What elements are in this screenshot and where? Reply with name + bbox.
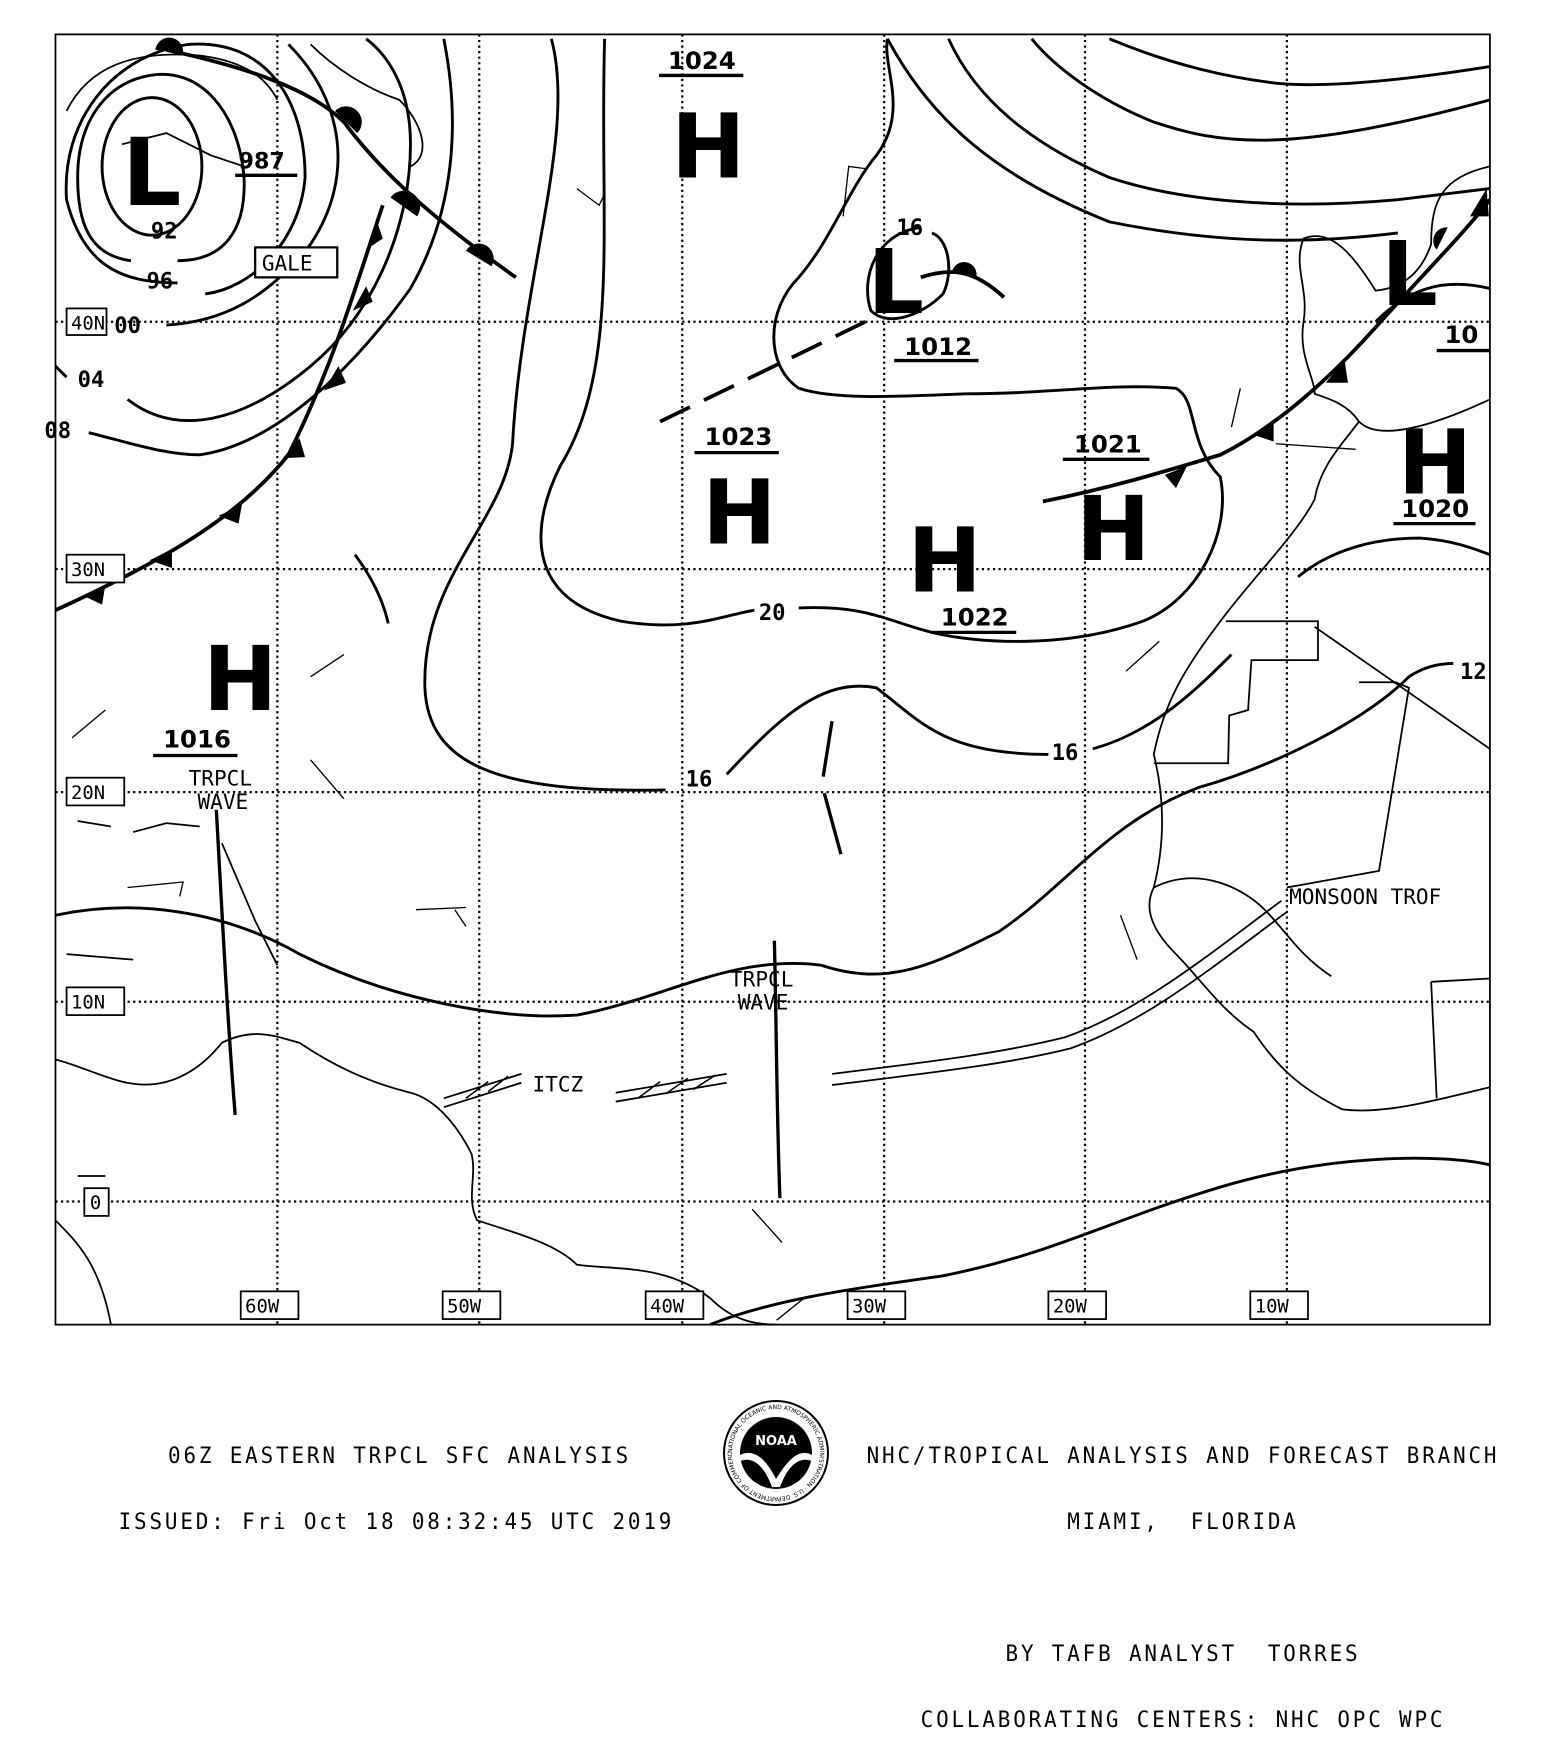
latitude-label: 30N <box>71 560 105 581</box>
branch-name: NHC/TROPICAL ANALYSIS AND FORECAST BRANC… <box>866 1444 1500 1469</box>
partial-pressure-value: 10 <box>1444 320 1478 349</box>
tropical-wave-label: WAVE <box>738 990 789 1015</box>
isobars <box>55 37 1490 1325</box>
high-symbol: H <box>203 628 277 731</box>
isobar-label: 04 <box>78 367 105 393</box>
low-symbol: L <box>122 119 181 227</box>
footer-right: NHC/TROPICAL ANALYSIS AND FORECAST BRANC… <box>851 1402 1516 1754</box>
low-symbol: L <box>868 231 925 334</box>
high-pressure-value: 1022 <box>941 603 1009 632</box>
map-frame <box>54 33 1491 1326</box>
isobar-label: 92 <box>151 219 178 245</box>
low-symbol: L <box>1381 223 1438 326</box>
noaa-logo: NOAA NATIONAL OCEANIC AND ATMOSPHERIC AD… <box>723 1400 829 1506</box>
latitude-label: 10N <box>71 992 105 1013</box>
svg-text:NOAA: NOAA <box>755 1434 797 1449</box>
monsoon-trough-label: MONSOON TROF <box>1289 884 1441 909</box>
itcz-label: ITCZ <box>533 1072 584 1097</box>
analyst: BY TAFB ANALYST TORRES <box>1005 1642 1361 1667</box>
latitude-label: 40N <box>71 313 105 334</box>
isobar-label: 16 <box>686 767 713 793</box>
high-pressure-value: 1021 <box>1074 430 1142 459</box>
longitude-label: 30W <box>852 1296 887 1317</box>
isobar-label: 96 <box>146 268 173 294</box>
longitude-label: 60W <box>245 1296 280 1317</box>
footer-left: 06Z EASTERN TRPCL SFC ANALYSIS ISSUED: F… <box>119 1402 675 1556</box>
high-pressure-value: 1016 <box>163 725 231 754</box>
location: MIAMI, FLORIDA <box>1067 1510 1299 1535</box>
longitude-label: 20W <box>1053 1296 1088 1317</box>
collaborating-centers: COLLABORATING CENTERS: NHC OPC WPC <box>920 1708 1446 1733</box>
high-symbol: H <box>702 462 776 565</box>
high-symbol: H <box>907 509 981 612</box>
coastlines <box>55 43 1490 1325</box>
high-symbol: H <box>1076 478 1150 581</box>
gale-label: GALE <box>262 251 313 276</box>
issued-time: ISSUED: Fri Oct 18 08:32:45 UTC 2019 <box>118 1510 675 1535</box>
front-symbols <box>83 37 1489 605</box>
tropical-wave-label: TRPCL <box>730 966 793 991</box>
tropical-wave-label: TRPCL <box>189 765 252 790</box>
isobar-label: 00 <box>114 313 141 339</box>
fronts <box>55 48 1490 1199</box>
high-pressure-value: 1023 <box>704 422 772 451</box>
low-pressure-value: 987 <box>239 149 285 175</box>
isobar-label: 16 <box>896 215 923 241</box>
lat-lon-grid <box>55 34 1490 1325</box>
isobar-label: 16 <box>1052 740 1079 766</box>
high-pressure-value: 1020 <box>1401 494 1469 523</box>
longitude-label: 10W <box>1255 1296 1290 1317</box>
chart-title: 06Z EASTERN TRPCL SFC ANALYSIS <box>168 1444 632 1469</box>
isobar-label: 20 <box>759 600 786 626</box>
isobar-label: 12 <box>1460 659 1487 685</box>
high-symbol: H <box>1398 412 1472 515</box>
longitude-label: 40W <box>650 1296 685 1317</box>
latitude-label: 20N <box>71 783 105 804</box>
longitude-label: 50W <box>447 1296 482 1317</box>
latitude-label: 0 <box>90 1193 101 1214</box>
high-symbol: H <box>671 96 745 199</box>
low-pressure-value: 1012 <box>904 332 972 361</box>
high-pressure-value: 1024 <box>668 46 736 75</box>
isobar-label: 08 <box>44 418 71 444</box>
wind-barbs <box>71 165 1356 1321</box>
tropical-wave-label: WAVE <box>197 789 248 814</box>
